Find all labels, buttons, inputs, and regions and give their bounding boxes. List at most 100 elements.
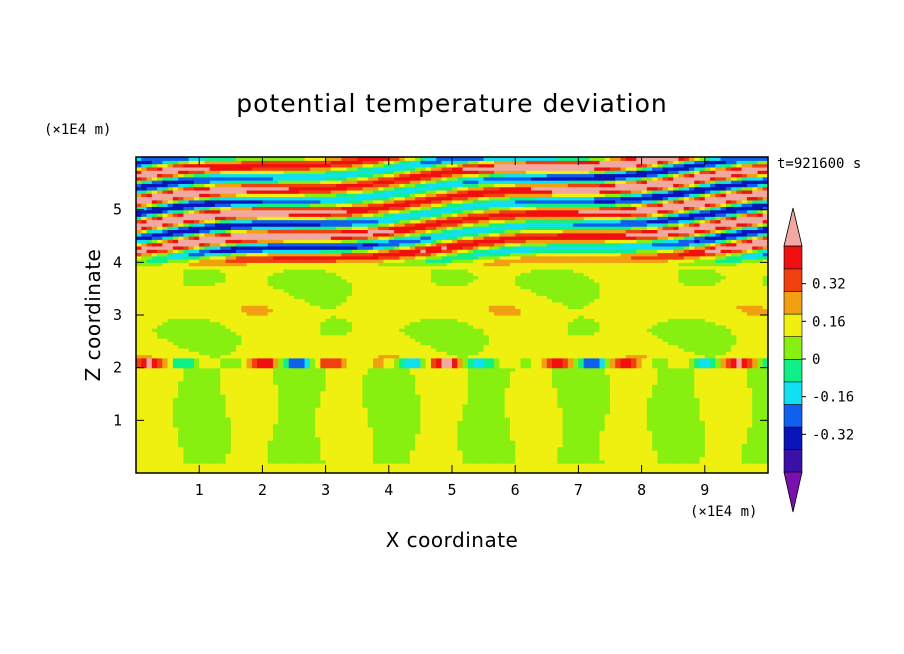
field-cell (746, 384, 753, 389)
field-cell (283, 380, 290, 385)
field-cell (573, 426, 579, 431)
field-cell (209, 390, 216, 395)
field-cell (330, 380, 337, 385)
field-cell (594, 394, 601, 398)
field-cell (415, 446, 421, 451)
field-cell (404, 420, 411, 425)
field-cell (483, 347, 490, 352)
field-cell (146, 446, 153, 451)
field-cell (499, 403, 506, 408)
field-cell (241, 446, 248, 451)
field-cell (646, 377, 653, 382)
field-cell (483, 397, 490, 402)
field-cell (373, 380, 379, 385)
field-cell (473, 433, 479, 438)
field-cell (404, 453, 411, 458)
field-cell (588, 344, 595, 349)
field-cell (478, 410, 485, 415)
field-cell (172, 374, 179, 379)
field-cell (525, 436, 532, 441)
field-cell (552, 463, 558, 468)
field-cell (720, 403, 727, 408)
field-cell (567, 338, 574, 342)
field-cell (320, 423, 327, 428)
field-cell (741, 440, 748, 444)
field-cell (351, 456, 358, 461)
field-cell (420, 377, 427, 382)
field-cell (373, 453, 379, 458)
field-cell (136, 426, 142, 431)
field-cell (151, 407, 158, 412)
field-cell (151, 440, 158, 444)
field-cell (552, 400, 558, 405)
field-cell (399, 367, 406, 372)
field-cell (362, 400, 369, 405)
field-cell (262, 413, 269, 418)
field-cell (504, 436, 511, 441)
field-cell (283, 469, 290, 473)
field-cell (499, 367, 506, 372)
field-cell (646, 380, 653, 385)
field-cell (425, 443, 432, 448)
field-cell (330, 407, 337, 412)
field-cell (752, 403, 759, 408)
field-cell (146, 390, 153, 395)
field-cell (362, 446, 369, 451)
field-cell (473, 370, 479, 375)
field-cell (562, 403, 569, 408)
field-cell (241, 367, 248, 372)
field-cell (509, 453, 516, 458)
field-cell (567, 354, 574, 359)
field-cell (689, 364, 695, 369)
field-cell (378, 420, 385, 425)
field-cell (199, 443, 206, 448)
field-cell (531, 417, 537, 421)
field-cell (536, 370, 543, 375)
field-cell (315, 466, 321, 471)
field-cell (151, 443, 158, 448)
field-cell (162, 374, 169, 379)
field-cell (567, 370, 574, 375)
field-cell (362, 426, 369, 431)
field-cell (646, 443, 653, 448)
field-cell (452, 390, 458, 395)
field-cell (346, 469, 353, 473)
field-cell (757, 440, 764, 444)
field-cell (278, 417, 285, 421)
field-cell (183, 377, 190, 382)
field-cell (409, 384, 416, 389)
field-cell (625, 436, 632, 441)
field-cell (388, 446, 395, 451)
field-cell (341, 463, 348, 468)
field-cell (678, 403, 685, 408)
field-cell (557, 374, 564, 379)
field-cell (467, 397, 474, 402)
field-cell (699, 436, 706, 441)
field-cell (594, 469, 601, 473)
field-cell (425, 463, 432, 468)
field-cell (436, 466, 443, 471)
field-cell (689, 459, 695, 464)
field-cell (151, 413, 158, 418)
field-cell (552, 380, 558, 385)
field-cell (610, 436, 616, 441)
field-cell (436, 463, 443, 468)
field-cell (283, 407, 290, 412)
field-cell (309, 423, 316, 428)
field-cell (309, 351, 316, 356)
field-cell (546, 456, 553, 461)
field-cell (346, 423, 353, 428)
field-cell (373, 387, 379, 392)
field-cell (241, 397, 248, 402)
field-cell (209, 420, 216, 425)
field-cell (636, 446, 643, 451)
field-cell (515, 374, 522, 379)
field-cell (394, 400, 400, 405)
field-cell (704, 364, 711, 369)
field-cell (241, 426, 248, 431)
field-cell (536, 357, 543, 362)
field-cell (146, 443, 153, 448)
field-cell (757, 469, 764, 473)
field-cell (288, 357, 295, 362)
field-cell (178, 338, 184, 342)
